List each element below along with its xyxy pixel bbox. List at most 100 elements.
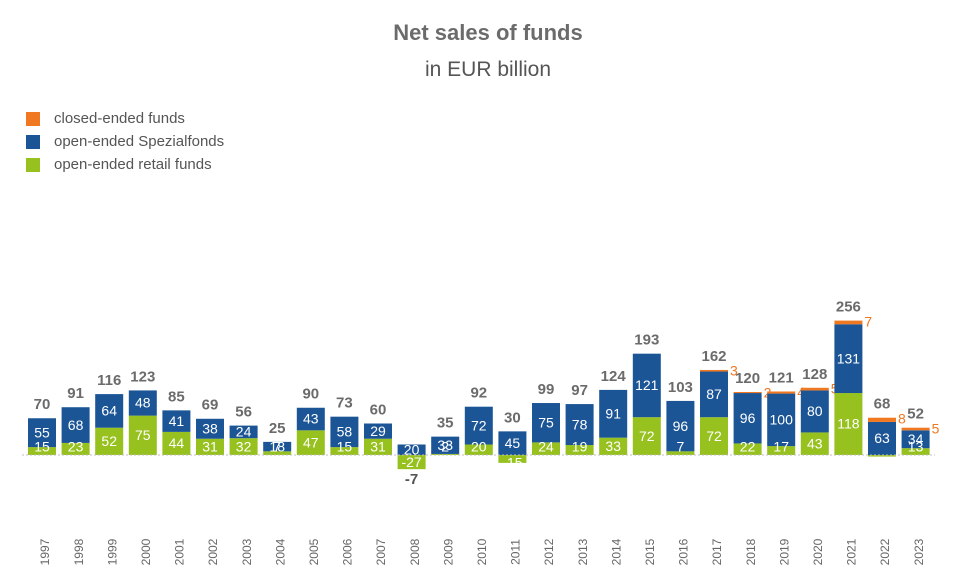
bar-retail	[800, 432, 829, 455]
data-label-retail: 31	[370, 439, 386, 455]
bar-spezialfonds	[498, 431, 527, 455]
data-label-total: 116	[97, 372, 121, 389]
x-tick-label: 2007	[374, 538, 388, 565]
bar-spezialfonds	[196, 418, 224, 439]
data-label-spezialfonds: 68	[68, 417, 84, 433]
legend-label-closed-ended: closed-ended funds	[54, 110, 185, 127]
data-label-total: -7	[405, 471, 418, 488]
legend-label-spezialfonds: open-ended Spezialfonds	[54, 133, 225, 150]
bar-retail	[868, 455, 896, 457]
x-tick-label: 2001	[173, 538, 187, 565]
data-label-spezialfonds: 48	[135, 395, 151, 411]
bar-spezialfonds	[61, 407, 90, 443]
data-label-retail: 33	[605, 438, 621, 454]
data-label-total: 91	[67, 385, 84, 402]
x-tick-label: 2003	[240, 538, 254, 565]
bar-spezialfonds	[431, 436, 460, 454]
chart-title: Net sales of funds	[393, 20, 583, 45]
x-tick-label: 2005	[307, 538, 321, 565]
x-tick-label: 1998	[72, 538, 86, 565]
data-label-retail: 24	[538, 439, 554, 455]
data-label-closed-ended: 3	[730, 363, 738, 379]
data-label-total: 256	[836, 299, 861, 316]
bar-spezialfonds	[868, 421, 896, 455]
x-tick-label: 2020	[811, 538, 825, 565]
bar-spezialfonds	[364, 423, 392, 439]
bar-retail	[28, 447, 56, 455]
data-label-retail: 20	[471, 439, 487, 455]
x-tick-label: 1997	[38, 538, 52, 565]
data-label-total: 193	[634, 332, 659, 349]
bar-retail	[229, 438, 258, 455]
data-label-retail: 2	[441, 439, 449, 455]
data-label-total: 162	[701, 348, 726, 365]
data-label-total: 30	[504, 409, 521, 426]
bar-retail	[95, 427, 124, 455]
data-label-spezialfonds: 43	[303, 411, 319, 427]
bar-retail	[532, 442, 560, 455]
data-label-spezialfonds: 96	[673, 418, 689, 434]
data-label-spezialfonds: 38	[202, 420, 218, 436]
legend-swatch-spezialfonds	[26, 134, 40, 149]
legend-item-retail: open-ended retail funds	[26, 153, 224, 176]
x-tick-label: 2015	[643, 538, 657, 565]
data-label-spezialfonds: 29	[370, 423, 386, 439]
bar-retail	[834, 393, 863, 455]
bar-closed-ended	[767, 391, 796, 394]
bar-retail	[632, 417, 661, 455]
data-label-retail: -27	[401, 454, 421, 470]
bar-closed-ended	[700, 369, 728, 372]
data-label-spezialfonds: 45	[505, 435, 521, 451]
bar-spezialfonds	[128, 390, 157, 416]
data-label-spezialfonds: 55	[34, 424, 50, 440]
bar-spezialfonds	[599, 389, 628, 438]
data-label-retail: -3	[876, 455, 889, 471]
bar-spezialfonds	[565, 404, 594, 446]
bar-retail	[431, 453, 460, 455]
bar-closed-ended	[800, 387, 829, 391]
data-label-spezialfonds: 72	[471, 417, 487, 433]
x-tick-label: 1999	[105, 538, 119, 565]
data-label-retail: 47	[303, 434, 319, 450]
x-tick-label: 2011	[509, 539, 523, 565]
bar-spezialfonds	[296, 407, 325, 431]
data-label-retail: 75	[135, 427, 151, 443]
bar-retail	[599, 437, 628, 455]
bar-retail	[464, 444, 493, 455]
data-label-closed-ended: 5	[932, 420, 940, 436]
bar-spezialfonds	[733, 393, 762, 444]
data-label-retail: 17	[773, 439, 789, 455]
bar-retail	[364, 438, 392, 455]
bar-retail	[162, 431, 191, 455]
data-label-spezialfonds: 33	[437, 437, 453, 453]
data-label-spezialfonds: 91	[605, 405, 621, 421]
x-tick-label: 2023	[912, 538, 926, 565]
data-label-total: 128	[802, 366, 827, 383]
data-label-retail: 72	[639, 428, 655, 444]
bar-retail	[296, 430, 325, 455]
data-label-retail: -15	[502, 455, 522, 471]
x-tick-label: 2016	[677, 538, 691, 565]
data-label-retail: 15	[34, 439, 50, 455]
data-label-total: 70	[34, 396, 51, 413]
data-label-retail: 19	[572, 439, 588, 455]
bar-retail	[666, 451, 695, 455]
data-label-retail: 32	[236, 438, 252, 454]
data-label-total: 56	[235, 404, 252, 421]
data-label-total: 68	[874, 396, 891, 413]
data-label-retail: 72	[706, 428, 722, 444]
data-label-spezialfonds: 100	[770, 412, 794, 428]
bar-spezialfonds	[666, 400, 695, 452]
x-tick-label: 2013	[576, 538, 590, 565]
data-label-spezialfonds: 121	[635, 377, 659, 393]
data-label-total: 25	[269, 420, 286, 437]
data-label-spezialfonds: 78	[572, 416, 588, 432]
x-tick-label: 2017	[710, 538, 724, 565]
bar-spezialfonds	[700, 371, 728, 418]
data-label-spezialfonds: 131	[837, 350, 861, 366]
data-label-retail: 118	[837, 416, 860, 432]
bar-spezialfonds	[632, 353, 661, 418]
legend-swatch-retail	[26, 157, 40, 172]
bar-spezialfonds	[800, 390, 829, 433]
